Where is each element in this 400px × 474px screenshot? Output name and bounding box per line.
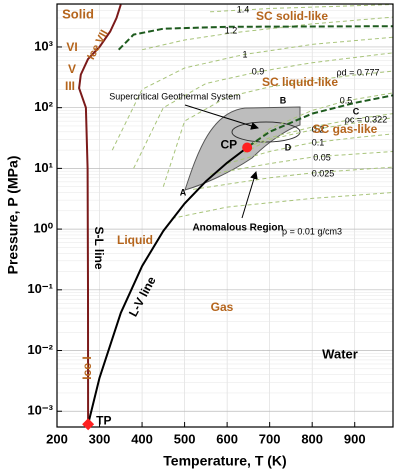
- y-tick-label: 10⁻³: [27, 403, 53, 418]
- isochore: [111, 36, 394, 151]
- isochore: [133, 52, 394, 169]
- isochore-label: ρc = 0.322: [345, 114, 387, 124]
- annotation: Gas: [211, 300, 234, 314]
- isochore: [171, 192, 394, 219]
- annotation: SC gas-like: [313, 122, 378, 136]
- isochore-label: 1: [242, 49, 247, 59]
- point-label: CP: [220, 138, 237, 152]
- isochore-label: 0.9: [252, 66, 265, 76]
- annotation: III: [65, 79, 75, 93]
- isochore-label: 0.025: [312, 168, 335, 178]
- x-tick-label: 300: [89, 431, 111, 446]
- annotation: Liquid: [117, 233, 153, 247]
- isochore: [193, 166, 394, 190]
- point: [82, 418, 95, 431]
- x-tick-label: 400: [131, 431, 153, 446]
- y-tick-label: 10¹: [34, 160, 53, 175]
- isochore: [247, 113, 394, 148]
- plot-frame: [56, 3, 394, 428]
- isochore: [210, 4, 394, 13]
- x-tick-label: 900: [344, 431, 366, 446]
- geothermal-ellipse: [231, 121, 301, 143]
- isochore: [162, 70, 394, 187]
- annotation: Water: [322, 346, 358, 361]
- y-tick-label: 10⁻²: [27, 342, 53, 357]
- line-series: [87, 146, 248, 425]
- annotation: D: [285, 142, 292, 152]
- annotation: S-L line: [92, 226, 106, 269]
- annotation: Solid: [62, 6, 94, 21]
- annotation: VI: [66, 40, 77, 54]
- line-series: [117, 25, 394, 51]
- annotation: V: [68, 62, 76, 76]
- grid: [56, 4, 393, 427]
- point-label: TP: [96, 413, 111, 427]
- lines: [78, 4, 394, 425]
- arrow: [184, 104, 259, 130]
- y-tick-label: 10⁻¹: [27, 281, 53, 296]
- annotation: B: [280, 95, 287, 105]
- annotation: SC liquid-like: [262, 75, 338, 89]
- isochore-label: ρd = 0.777: [337, 67, 380, 77]
- isochore-label: 0.2: [312, 124, 325, 134]
- annotation: Anomalous Region: [192, 223, 283, 234]
- annotation: Supercritical Geothermal System: [109, 91, 241, 101]
- isochore: [226, 133, 394, 165]
- arrow: [241, 171, 258, 219]
- x-tick-label: 600: [216, 431, 238, 446]
- y-tick-label: 10²: [34, 99, 53, 114]
- y-tick-label: 10⁰: [33, 221, 53, 236]
- x-tick-label: 500: [174, 431, 196, 446]
- isochore: [141, 16, 394, 51]
- x-tick-label: 700: [259, 431, 281, 446]
- isochore-label: 1.4: [237, 4, 250, 14]
- x-tick-label: 200: [46, 431, 68, 446]
- isochore: [252, 92, 394, 145]
- isochore: [210, 151, 394, 175]
- isochore-label: 0.5: [340, 95, 353, 105]
- point: [242, 142, 253, 153]
- annotation: Ice I: [80, 356, 94, 379]
- line-series: [247, 94, 394, 148]
- annotation: A: [180, 187, 187, 197]
- x-axis-title: Temperature, T (K): [163, 453, 286, 469]
- isochore: [243, 117, 394, 154]
- isochore-label: ρ = 0.01 g/cm3: [282, 226, 342, 236]
- isochore-label: 1.2: [225, 25, 238, 35]
- y-tick-label: 10³: [34, 38, 53, 53]
- line-series: [78, 4, 122, 425]
- annotation: SC solid-like: [256, 9, 328, 23]
- x-tick-label: 800: [301, 431, 323, 446]
- isochore-label: 0.05: [313, 152, 331, 162]
- isochore-label: 0.1: [312, 137, 325, 147]
- y-axis-title: Pressure, P (MPa): [5, 156, 21, 275]
- annotation: C: [353, 106, 360, 116]
